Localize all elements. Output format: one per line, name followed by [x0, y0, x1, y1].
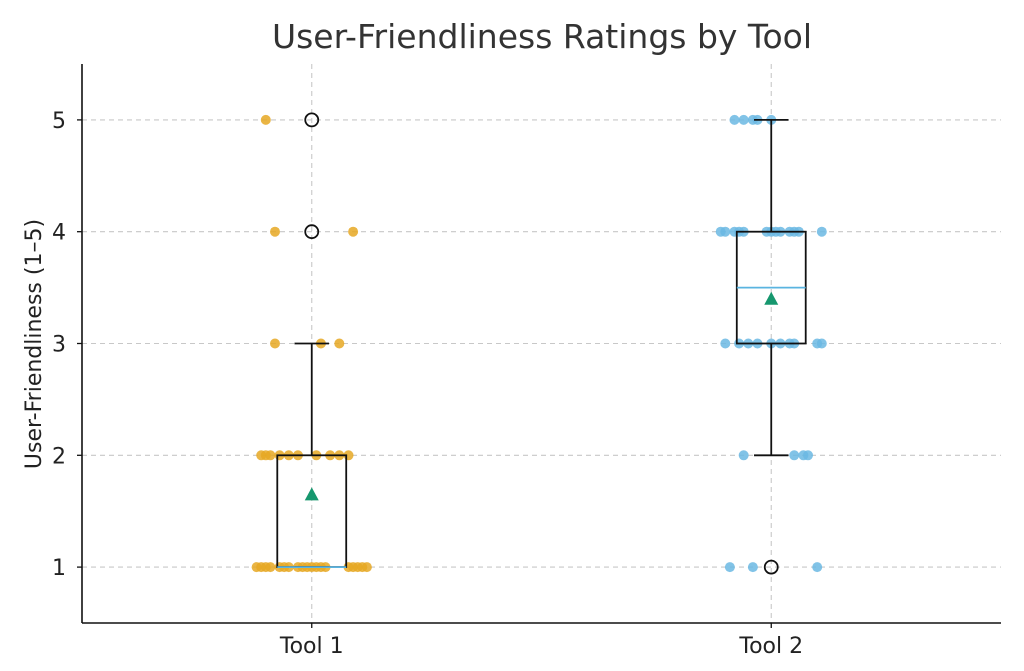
data-point: [265, 450, 276, 461]
data-point: [720, 226, 731, 237]
x-tick-label: Tool 2: [738, 634, 803, 659]
x-ticks: Tool 1 Tool 2: [279, 623, 803, 659]
data-point: [720, 338, 731, 349]
data-point: [361, 562, 372, 573]
outlier: [304, 224, 320, 240]
data-point: [738, 114, 749, 125]
data-point: [729, 114, 740, 125]
y-tick-label: 5: [52, 109, 66, 134]
data-point: [724, 562, 735, 573]
y-ticks: 1 2 3 4 5: [52, 109, 82, 581]
data-point: [816, 226, 827, 237]
y-tick-label: 4: [52, 221, 66, 246]
box-elements: [276, 112, 807, 575]
y-tick-label: 3: [52, 333, 66, 358]
data-point: [789, 450, 800, 461]
data-point: [816, 338, 827, 349]
data-point: [803, 450, 814, 461]
data-point: [334, 338, 345, 349]
outlier: [763, 559, 779, 575]
mean-marker: [764, 291, 779, 305]
data-point: [265, 562, 276, 573]
y-axis-label: User-Friendliness (1–5): [22, 219, 47, 469]
y-tick-label: 1: [52, 556, 66, 581]
data-point: [348, 226, 359, 237]
mean-marker: [304, 487, 319, 501]
chart-title: User-Friendliness Ratings by Tool: [272, 17, 812, 56]
data-point: [260, 114, 271, 125]
x-tick-label: Tool 1: [279, 634, 344, 659]
data-point: [747, 562, 758, 573]
data-point: [269, 338, 280, 349]
y-tick-label: 2: [52, 444, 66, 469]
data-point: [269, 226, 280, 237]
data-point: [812, 562, 823, 573]
data-point: [738, 450, 749, 461]
outlier: [304, 112, 320, 128]
grid-lines: [82, 64, 1001, 623]
